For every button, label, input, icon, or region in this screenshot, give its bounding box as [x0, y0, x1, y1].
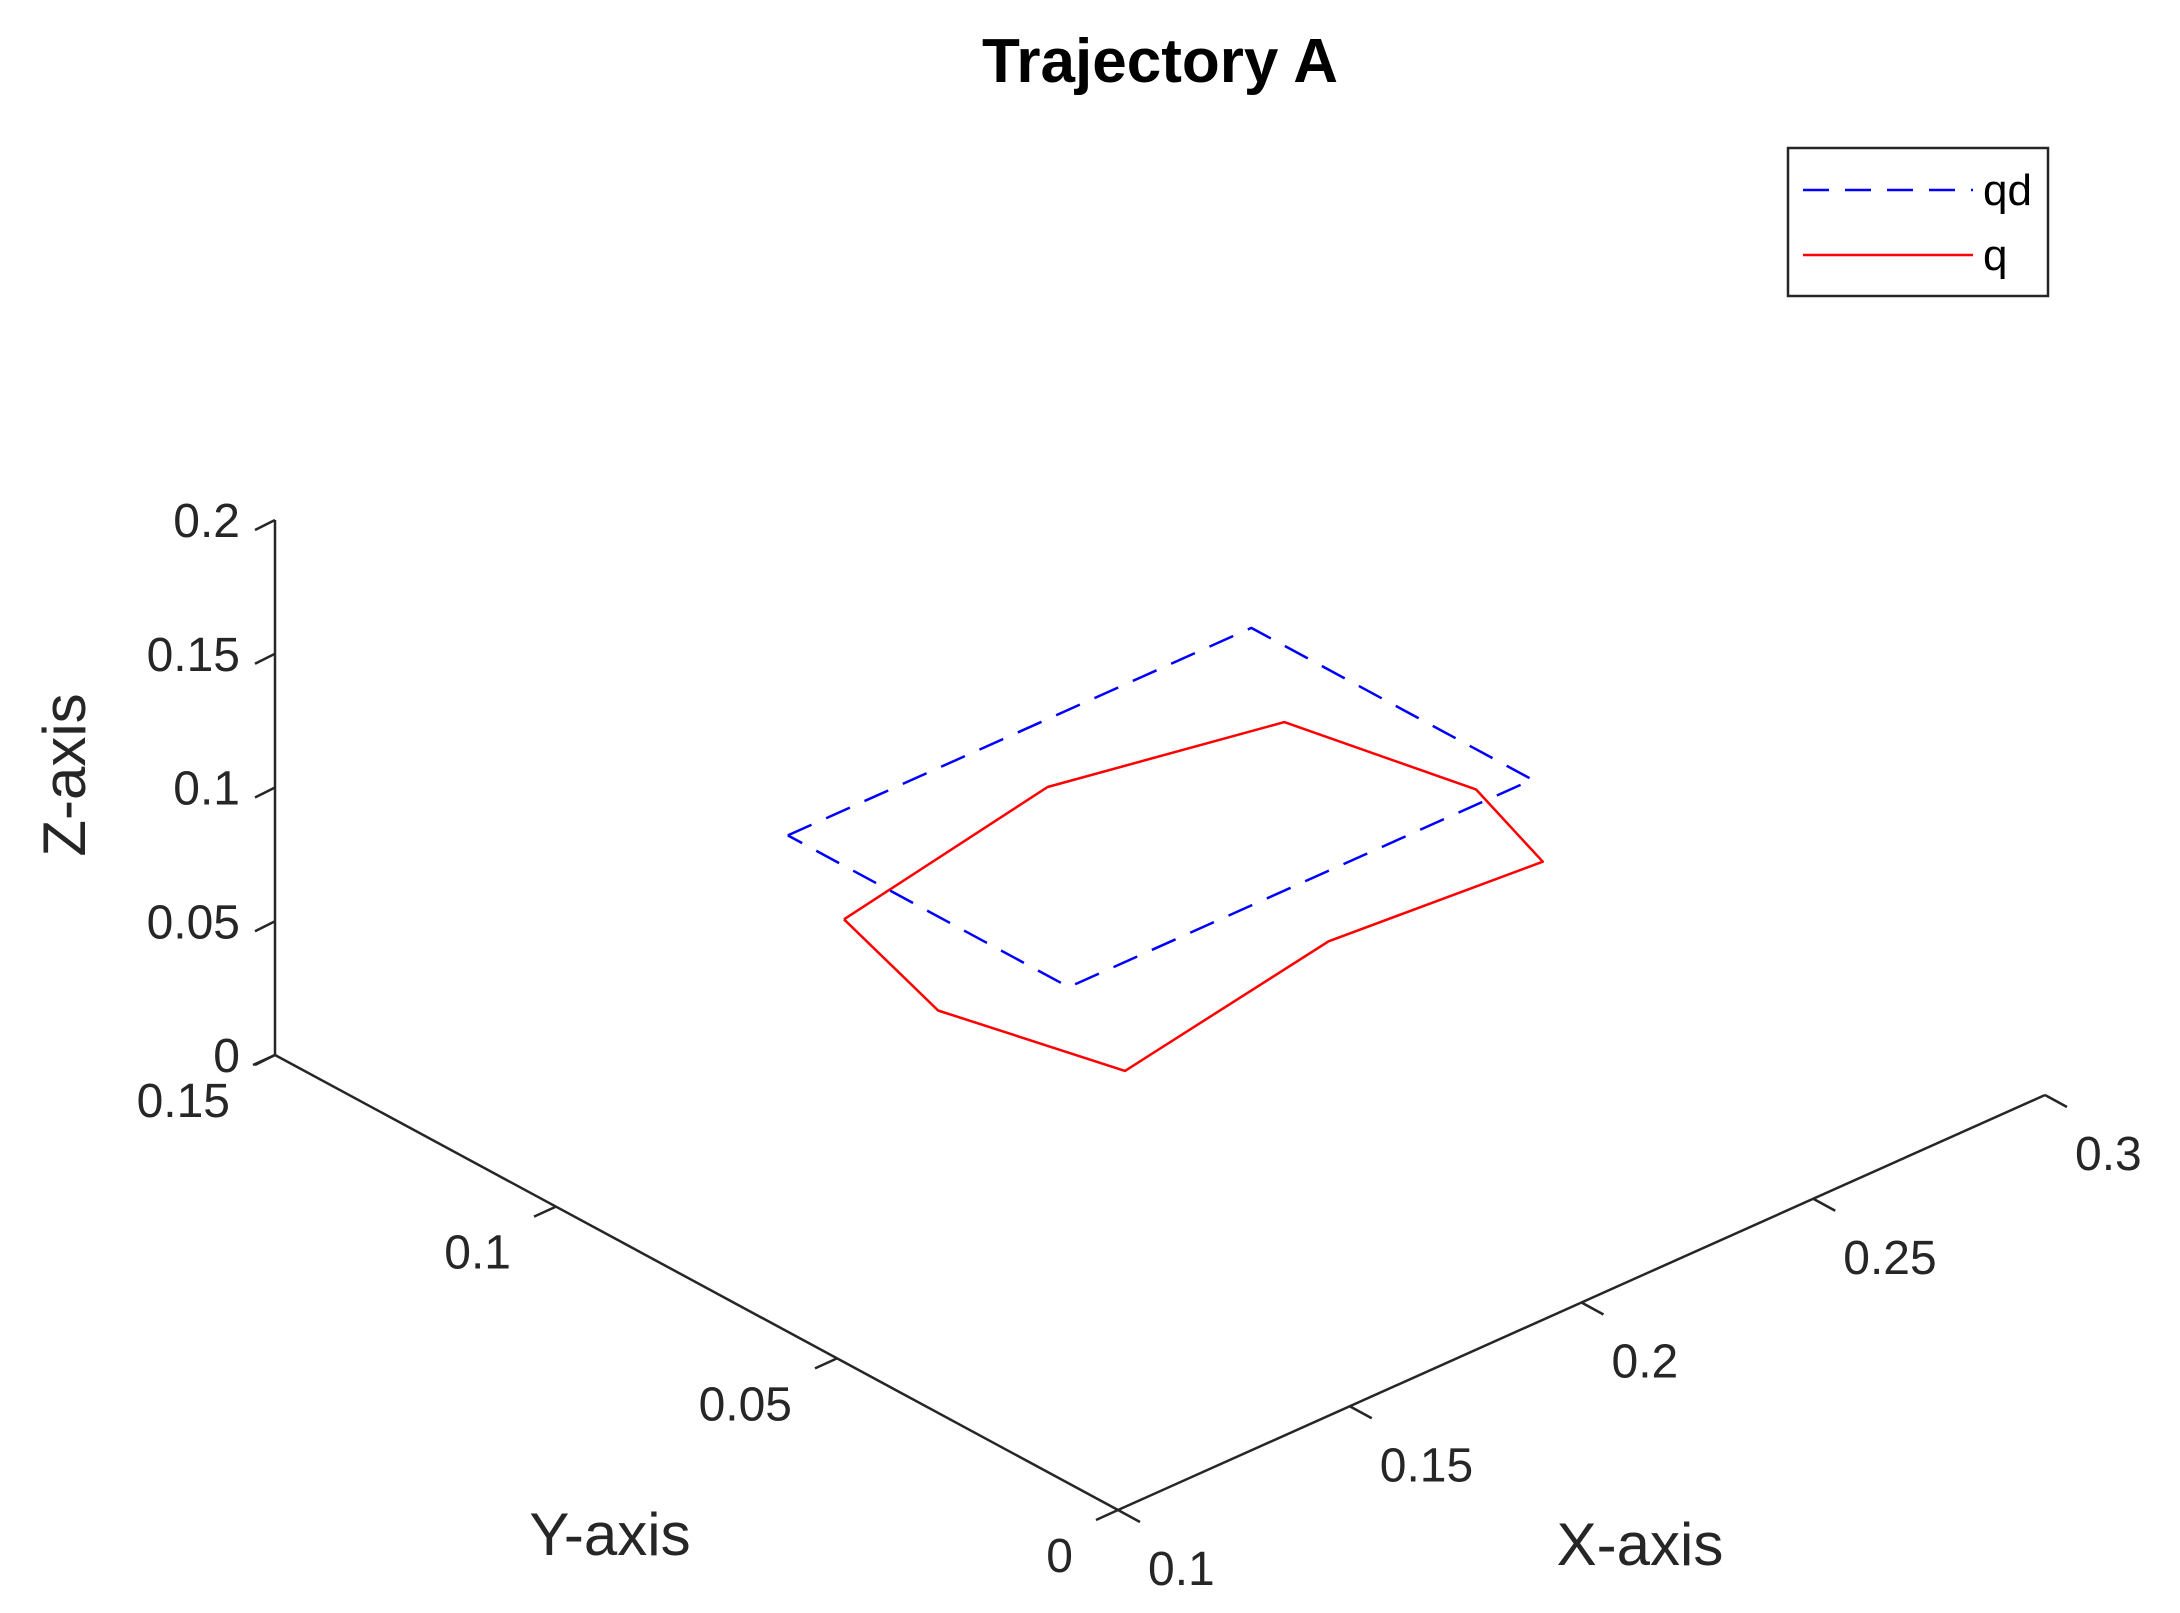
- y-tick-label: 0.1: [444, 1227, 511, 1280]
- series-layer: [787, 626, 1545, 1073]
- x-axis-ticks: 0.1 0.15 0.2 0.25 0.3: [1117, 1093, 2142, 1596]
- z-axis-ticks: 0 0.05 0.1 0.15 0.2: [147, 495, 276, 1083]
- z-axis-label: Z-axis: [31, 693, 98, 856]
- y-tick-mark: [814, 1357, 838, 1370]
- y-axis-ticks: 0 0.05 0.1 0.15: [137, 1053, 1119, 1583]
- x-tick-label: 0.15: [1380, 1439, 1473, 1492]
- y-tick-mark: [533, 1205, 557, 1218]
- y-axis-label: Y-axis: [529, 1501, 690, 1568]
- y-tick-label: 0.15: [137, 1075, 230, 1128]
- x-axis-label: X-axis: [1557, 1511, 1724, 1578]
- x-tick-mark: [1117, 1508, 1141, 1524]
- y-tick-label: 0.05: [699, 1378, 792, 1431]
- z-tick-mark: [254, 920, 276, 933]
- x-tick-mark: [1580, 1301, 1605, 1316]
- series-line-qd: [787, 626, 1534, 989]
- y-axis-line: [274, 1053, 1119, 1512]
- x-tick-mark: [1349, 1405, 1373, 1420]
- z-tick-label: 0.1: [173, 763, 240, 816]
- x-tick-mark: [1812, 1197, 1836, 1212]
- z-tick-label: 0.15: [147, 629, 240, 682]
- y-tick-mark: [1095, 1508, 1119, 1522]
- x-tick-mark: [2044, 1093, 2068, 1109]
- y-tick-mark: [252, 1053, 276, 1067]
- legend-box: [1786, 146, 2050, 298]
- z-tick-mark: [254, 786, 276, 799]
- x-tick-label: 0.25: [1843, 1232, 1936, 1285]
- x-tick-label: 0.3: [2075, 1128, 2142, 1181]
- legend-label-qd: qd: [1983, 166, 2032, 215]
- chart-title: Trajectory A: [982, 27, 1338, 96]
- z-tick-label: 0.05: [147, 896, 240, 949]
- legend: qd q: [1786, 146, 2050, 298]
- x-tick-label: 0.1: [1148, 1543, 1215, 1596]
- series-line-q: [843, 720, 1545, 1073]
- z-tick-label: 0.2: [173, 495, 240, 548]
- legend-label-q: q: [1983, 231, 2007, 280]
- x-tick-label: 0.2: [1612, 1336, 1679, 1389]
- z-tick-mark: [254, 518, 276, 532]
- z-tick-label: 0: [213, 1030, 240, 1083]
- y-tick-label: 0: [1046, 1530, 1073, 1583]
- z-tick-mark: [254, 652, 276, 665]
